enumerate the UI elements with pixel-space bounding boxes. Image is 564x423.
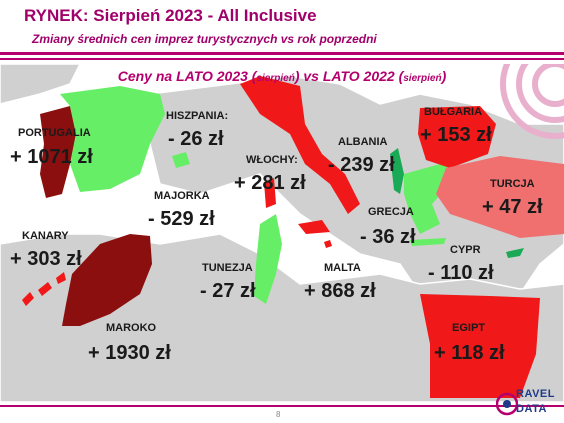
region-albania — [390, 148, 404, 194]
region-hiszpania — [60, 86, 165, 192]
country-name-cypr: CYPR — [450, 244, 481, 256]
region-malta — [324, 240, 332, 248]
region-wlochy — [240, 76, 360, 214]
country-value-kanary: + 303 zł — [10, 248, 82, 270]
region-majorka — [172, 152, 190, 168]
country-name-majorka: MAJORKA — [154, 190, 210, 202]
country-value-grecja: - 36 zł — [360, 226, 416, 248]
region-bulgaria — [418, 106, 496, 168]
country-value-egipt: + 118 zł — [434, 342, 505, 364]
region-grecja-kreta — [410, 238, 446, 246]
country-value-tunezja: - 27 zł — [200, 280, 256, 302]
country-value-bulgaria: + 153 zł — [420, 124, 492, 146]
region-turcja — [436, 156, 564, 238]
country-name-malta: MALTA — [324, 262, 361, 274]
country-name-portugalia: PORTUGALIA — [18, 127, 91, 139]
country-name-hiszpania: HISZPANIA: — [166, 110, 229, 122]
region-egipt — [420, 294, 540, 398]
country-value-turcja: + 47 zł — [482, 196, 543, 218]
country-name-albania: ALBANIA — [338, 136, 388, 148]
country-value-portugalia: + 1071 zł — [10, 146, 93, 168]
page-subtitle: Zmiany średnich cen imprez turystycznych… — [32, 32, 377, 46]
page-title: RYNEK: Sierpień 2023 - All Inclusive — [24, 6, 317, 25]
country-name-wlochy: WŁOCHY: — [246, 154, 298, 166]
heading-small2: sierpień — [403, 73, 442, 84]
country-value-hiszpania: - 26 zł — [168, 128, 224, 150]
country-name-maroko: MAROKO — [106, 322, 157, 334]
country-value-albania: - 239 zł — [328, 154, 395, 176]
region-sardynia — [264, 178, 276, 208]
heading-small1: sierpień — [256, 73, 295, 84]
decor-circles — [500, 64, 564, 139]
page-number: 8 — [276, 410, 281, 419]
country-name-egipt: EGIPT — [452, 322, 486, 334]
country-value-maroko: + 1930 zł — [88, 342, 171, 364]
country-name-kanary: KANARY — [22, 230, 69, 242]
region-maroko — [62, 234, 152, 326]
travel-data-logo: RAVEL DATA — [496, 386, 562, 422]
heading-part3: ) — [441, 68, 447, 84]
country-value-cypr: - 110 zł — [428, 262, 494, 284]
map-canvas — [0, 64, 564, 402]
country-value-malta: + 868 zł — [304, 280, 376, 302]
region-cypr — [506, 248, 524, 258]
region-sycylia — [298, 220, 330, 234]
country-name-bulgaria: BUŁGARIA — [424, 106, 483, 118]
map-heading: Ceny na LATO 2023 (sierpień) vs LATO 202… — [0, 68, 564, 84]
region-grecja — [404, 164, 470, 234]
region-portugalia — [40, 106, 76, 198]
top-divider-thin — [0, 58, 564, 60]
region-tunezja — [254, 214, 282, 304]
country-name-grecja: GRECJA — [368, 206, 414, 218]
country-value-majorka: - 529 zł — [148, 208, 215, 230]
country-value-wlochy: + 281 zł — [234, 172, 306, 194]
top-divider — [0, 52, 564, 55]
logo-line1: RAVEL — [516, 388, 555, 400]
header: RYNEK: Sierpień 2023 - All Inclusive Zmi… — [0, 0, 564, 56]
country-name-turcja: TURCJA — [490, 178, 535, 190]
logo-icon — [496, 392, 518, 416]
map — [0, 64, 564, 402]
heading-part1: Ceny na LATO 2023 ( — [117, 68, 257, 84]
region-kanary — [22, 272, 66, 306]
country-name-tunezja: TUNEZJA — [202, 262, 253, 274]
heading-part2: ) vs LATO 2022 ( — [294, 68, 404, 84]
logo-line2: DATA — [516, 403, 547, 415]
bottom-divider — [0, 405, 564, 407]
